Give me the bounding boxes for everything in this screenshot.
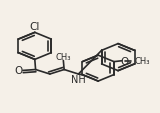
Text: O: O [121,56,129,66]
Text: O: O [14,66,22,76]
Text: NH: NH [71,74,86,84]
Text: CH₃: CH₃ [56,52,71,61]
Text: Cl: Cl [30,22,40,32]
Text: CH₃: CH₃ [134,57,150,66]
